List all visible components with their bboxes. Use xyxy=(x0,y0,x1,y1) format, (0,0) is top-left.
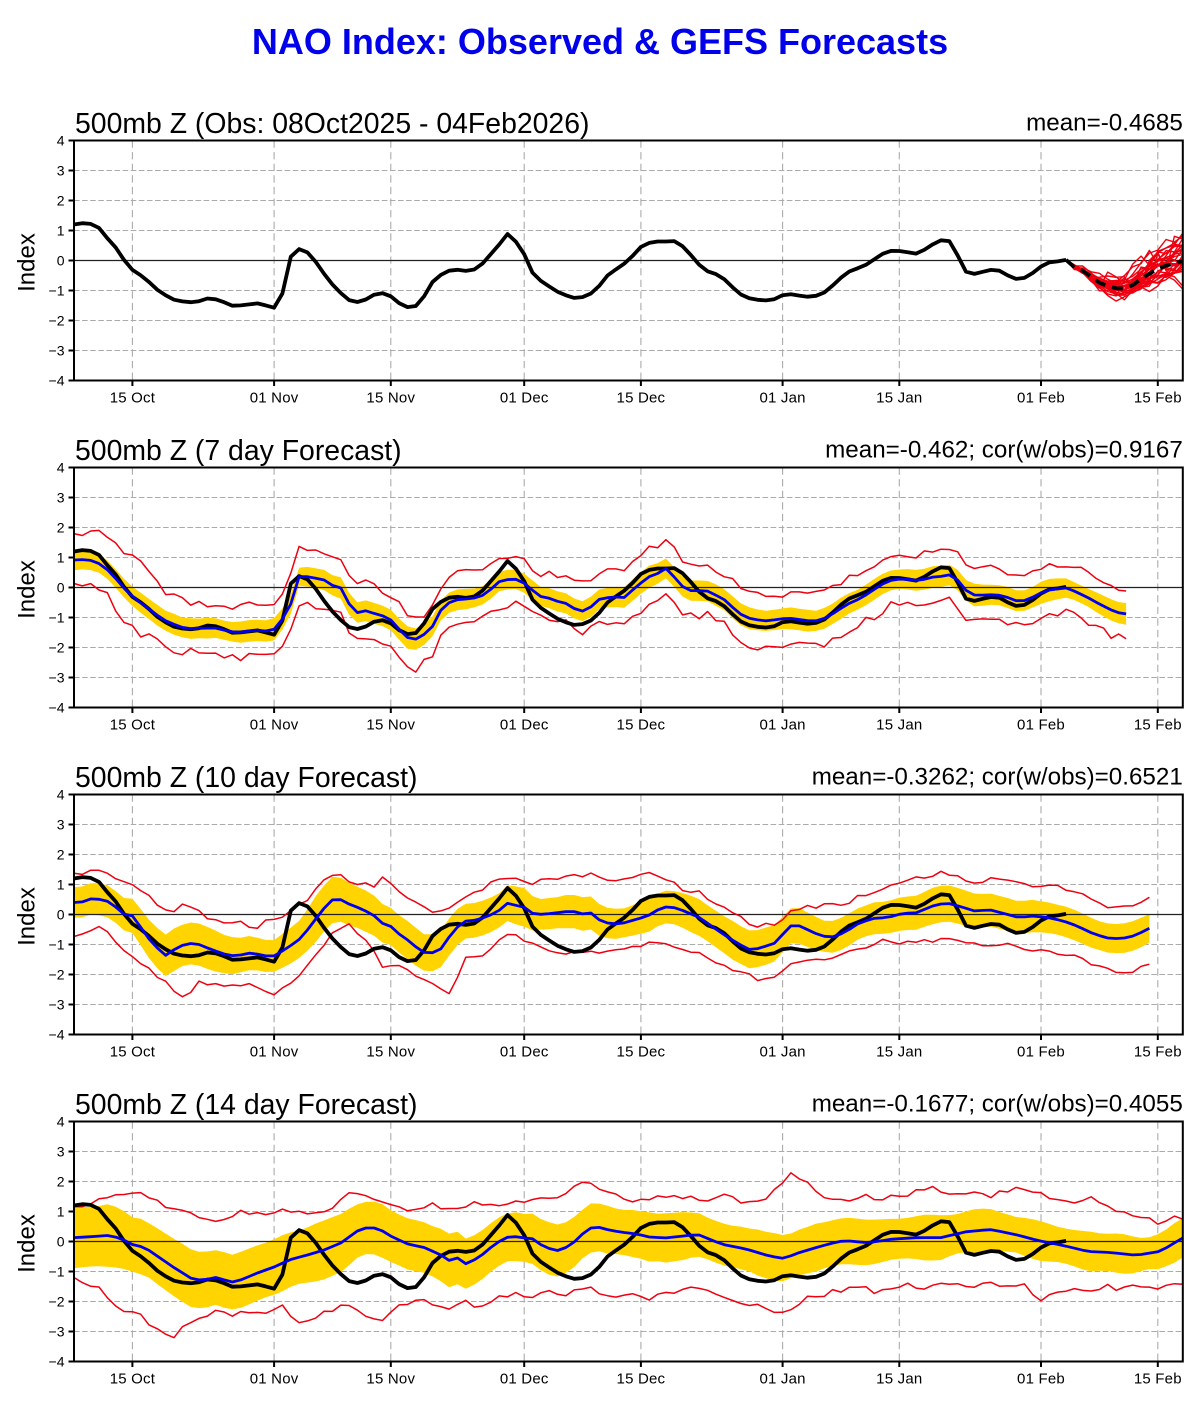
svg-text:mean=-0.3262; cor(w/obs)=0.652: mean=-0.3262; cor(w/obs)=0.6521 xyxy=(812,764,1183,791)
svg-text:500mb Z (10 day Forecast): 500mb Z (10 day Forecast) xyxy=(75,762,417,794)
svg-text:mean=-0.462; cor(w/obs)=0.9167: mean=-0.462; cor(w/obs)=0.9167 xyxy=(825,437,1183,464)
svg-text:−4: −4 xyxy=(49,373,65,389)
svg-text:01 Nov: 01 Nov xyxy=(250,1044,299,1061)
svg-text:01 Jan: 01 Jan xyxy=(759,390,805,407)
svg-text:mean=-0.1677; cor(w/obs)=0.405: mean=-0.1677; cor(w/obs)=0.4055 xyxy=(812,1091,1183,1118)
svg-text:−4: −4 xyxy=(49,1354,65,1370)
svg-text:01 Dec: 01 Dec xyxy=(500,390,549,407)
svg-text:−2: −2 xyxy=(49,640,65,656)
svg-text:15 Nov: 15 Nov xyxy=(366,1371,415,1388)
svg-text:Index: Index xyxy=(14,887,41,946)
svg-text:01 Dec: 01 Dec xyxy=(500,1044,549,1061)
svg-text:15 Feb: 15 Feb xyxy=(1134,390,1182,407)
svg-text:Index: Index xyxy=(14,560,41,619)
svg-text:2: 2 xyxy=(57,520,65,536)
svg-text:3: 3 xyxy=(57,490,65,506)
svg-text:15 Jan: 15 Jan xyxy=(876,390,922,407)
svg-text:−2: −2 xyxy=(49,967,65,983)
svg-text:500mb Z (Obs: 08Oct2025 - 04Fe: 500mb Z (Obs: 08Oct2025 - 04Feb2026) xyxy=(75,108,589,140)
svg-text:0: 0 xyxy=(57,253,65,269)
svg-text:−2: −2 xyxy=(49,1294,65,1310)
svg-text:15 Oct: 15 Oct xyxy=(110,1044,156,1061)
svg-text:Index: Index xyxy=(14,233,41,292)
svg-text:3: 3 xyxy=(57,817,65,833)
svg-text:15 Feb: 15 Feb xyxy=(1134,1044,1182,1061)
svg-text:−3: −3 xyxy=(49,343,65,359)
svg-text:−1: −1 xyxy=(49,610,65,626)
svg-text:500mb Z (14 day Forecast): 500mb Z (14 day Forecast) xyxy=(75,1089,417,1121)
svg-text:01 Nov: 01 Nov xyxy=(250,717,299,734)
svg-text:15 Nov: 15 Nov xyxy=(366,390,415,407)
svg-text:−1: −1 xyxy=(49,283,65,299)
svg-text:01 Nov: 01 Nov xyxy=(250,390,299,407)
svg-text:15 Dec: 15 Dec xyxy=(617,1371,666,1388)
svg-text:500mb Z (7 day Forecast): 500mb Z (7 day Forecast) xyxy=(75,435,402,467)
svg-text:Index: Index xyxy=(14,1214,41,1273)
svg-text:15 Jan: 15 Jan xyxy=(876,1371,922,1388)
svg-text:01 Feb: 01 Feb xyxy=(1017,1044,1065,1061)
svg-text:−1: −1 xyxy=(49,1264,65,1280)
svg-text:15 Jan: 15 Jan xyxy=(876,717,922,734)
svg-text:3: 3 xyxy=(57,1144,65,1160)
svg-text:15 Dec: 15 Dec xyxy=(617,390,666,407)
svg-text:2: 2 xyxy=(57,847,65,863)
svg-text:2: 2 xyxy=(57,1174,65,1190)
svg-text:4: 4 xyxy=(57,133,65,149)
svg-text:1: 1 xyxy=(57,1204,65,1220)
svg-text:01 Dec: 01 Dec xyxy=(500,717,549,734)
svg-text:−3: −3 xyxy=(49,997,65,1013)
svg-text:−4: −4 xyxy=(49,700,65,716)
svg-text:mean=-0.4685: mean=-0.4685 xyxy=(1026,110,1183,137)
svg-text:01 Nov: 01 Nov xyxy=(250,1371,299,1388)
svg-text:NAO Index: Observed & GEFS For: NAO Index: Observed & GEFS Forecasts xyxy=(252,21,948,62)
svg-text:01 Jan: 01 Jan xyxy=(759,1044,805,1061)
svg-text:−4: −4 xyxy=(49,1027,65,1043)
svg-text:1: 1 xyxy=(57,223,65,239)
svg-text:0: 0 xyxy=(57,907,65,923)
svg-text:−3: −3 xyxy=(49,670,65,686)
svg-text:3: 3 xyxy=(57,163,65,179)
svg-text:1: 1 xyxy=(57,877,65,893)
svg-text:4: 4 xyxy=(57,1114,65,1130)
svg-text:15 Nov: 15 Nov xyxy=(366,717,415,734)
svg-text:−2: −2 xyxy=(49,313,65,329)
svg-text:0: 0 xyxy=(57,580,65,596)
svg-text:01 Jan: 01 Jan xyxy=(759,1371,805,1388)
svg-text:15 Oct: 15 Oct xyxy=(110,717,156,734)
svg-text:01 Jan: 01 Jan xyxy=(759,717,805,734)
svg-text:0: 0 xyxy=(57,1234,65,1250)
svg-text:4: 4 xyxy=(57,460,65,476)
svg-text:15 Dec: 15 Dec xyxy=(617,717,666,734)
svg-text:15 Oct: 15 Oct xyxy=(110,1371,156,1388)
svg-text:15 Nov: 15 Nov xyxy=(366,1044,415,1061)
svg-text:01 Dec: 01 Dec xyxy=(500,1371,549,1388)
svg-text:15 Feb: 15 Feb xyxy=(1134,717,1182,734)
svg-text:−1: −1 xyxy=(49,937,65,953)
svg-text:4: 4 xyxy=(57,787,65,803)
svg-text:15 Oct: 15 Oct xyxy=(110,390,156,407)
svg-text:01 Feb: 01 Feb xyxy=(1017,1371,1065,1388)
svg-text:01 Feb: 01 Feb xyxy=(1017,390,1065,407)
svg-text:1: 1 xyxy=(57,550,65,566)
svg-text:2: 2 xyxy=(57,193,65,209)
svg-text:15 Feb: 15 Feb xyxy=(1134,1371,1182,1388)
svg-text:01 Feb: 01 Feb xyxy=(1017,717,1065,734)
svg-text:−3: −3 xyxy=(49,1324,65,1340)
svg-text:15 Jan: 15 Jan xyxy=(876,1044,922,1061)
svg-text:15 Dec: 15 Dec xyxy=(617,1044,666,1061)
